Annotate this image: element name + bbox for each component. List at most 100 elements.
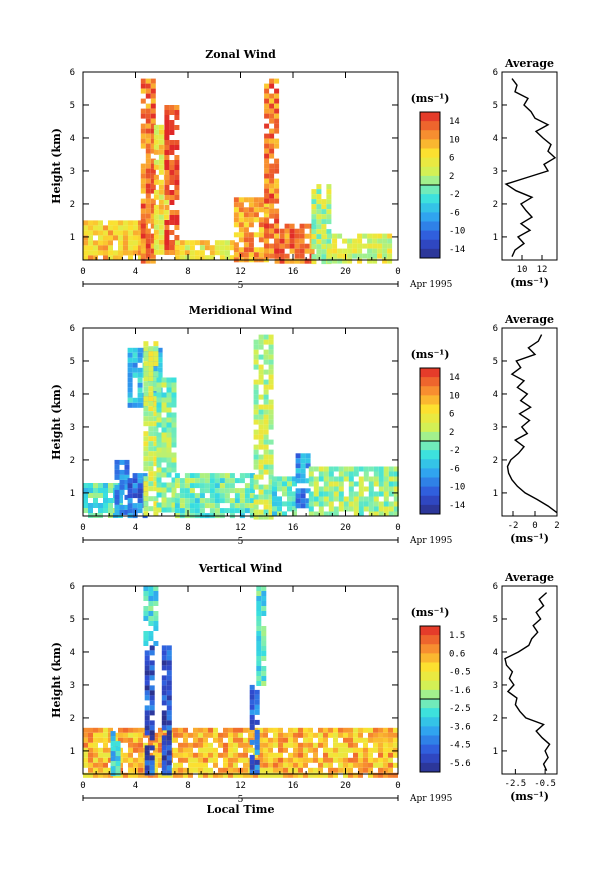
heatmap-cell: [258, 197, 264, 203]
heatmap-cell: [93, 772, 98, 778]
heatmap-cell: [161, 710, 167, 716]
heatmap-cell: [164, 205, 170, 210]
heatmap-cell: [373, 511, 379, 517]
heatmap-cell: [228, 772, 233, 778]
heatmap-cell: [174, 483, 180, 489]
heatmap-cell: [103, 747, 108, 753]
heatmap-cell: [143, 441, 149, 447]
heatmap-cell: [309, 248, 315, 254]
heatmap-cell: [300, 478, 306, 484]
heatmap-cell: [161, 492, 167, 498]
heatmap-cell: [254, 749, 260, 755]
heatmap-cell: [113, 225, 118, 231]
heatmap-cell: [158, 214, 164, 220]
heatmap-cell: [150, 88, 156, 94]
heatmap-cell: [238, 232, 244, 238]
heatmap-cell: [171, 402, 177, 408]
heatmap-cell: [103, 737, 108, 743]
heatmap-cell: [153, 224, 159, 230]
heatmap-cell: [268, 384, 274, 390]
heatmap-cell: [124, 479, 130, 485]
heatmap-cell: [166, 695, 172, 701]
heatmap-cell: [333, 742, 338, 748]
heatmap-cell: [203, 752, 208, 758]
heatmap-cell: [93, 747, 98, 753]
heatmap-cell: [318, 772, 323, 778]
heatmap-cell: [171, 392, 177, 398]
profile-y-tick-label: 3: [493, 167, 498, 177]
colorbar-step: [420, 680, 440, 691]
heatmap-cell: [127, 372, 133, 378]
heatmap-cell: [268, 742, 273, 748]
heatmap-cell: [166, 497, 172, 503]
heatmap-cell: [208, 767, 213, 773]
heatmap-cell: [114, 474, 120, 480]
heatmap-cell: [148, 606, 154, 611]
heatmap-cell: [183, 752, 188, 758]
heatmap-cell: [274, 158, 280, 164]
heatmap-cell: [253, 379, 259, 385]
heatmap-cell: [199, 508, 205, 514]
heatmap-cell: [258, 737, 263, 743]
profile-y-tick-label: 2: [493, 456, 498, 466]
heatmap-cell: [143, 376, 149, 382]
heatmap-cell: [256, 626, 262, 631]
heatmap-cell: [383, 471, 389, 477]
heatmap-cell: [263, 459, 269, 465]
heatmap-cell: [108, 235, 113, 241]
heatmap-cell: [88, 245, 93, 251]
heatmap-cell: [228, 742, 233, 748]
heatmap-cell: [189, 240, 195, 246]
heatmap-cell: [83, 498, 88, 503]
heatmap-cell: [373, 471, 379, 477]
colorbar-tick-label: -6: [449, 464, 460, 474]
heatmap-cell: [161, 472, 167, 478]
heatmap-cell: [249, 483, 255, 489]
heatmap-cell: [145, 143, 151, 149]
heatmap-cell: [393, 496, 399, 502]
heatmap-cell: [150, 148, 156, 154]
heatmap-cell: [143, 506, 149, 512]
heatmap-cell: [143, 406, 149, 412]
heatmap-cell: [153, 476, 159, 482]
heatmap-cell: [372, 248, 378, 254]
heatmap-cell: [198, 752, 203, 758]
heatmap-cell: [238, 252, 244, 258]
heatmap-cell: [353, 752, 358, 758]
heatmap-cell: [127, 392, 133, 398]
heatmap-cell: [293, 772, 298, 778]
colorbar-step: [420, 477, 440, 488]
heatmap-cell: [161, 720, 167, 726]
heatmap-cell: [164, 125, 170, 130]
x-tick-label: 0: [395, 523, 400, 533]
heatmap-cell: [268, 762, 273, 768]
heatmap-cell: [352, 248, 358, 254]
heatmap-cell: [388, 506, 394, 512]
heatmap-cell: [156, 457, 162, 463]
heatmap-cell: [153, 757, 158, 763]
heatmap-cell: [383, 491, 389, 497]
heatmap-cell: [148, 381, 154, 387]
heatmap-cell: [253, 344, 259, 350]
heatmap-cell: [171, 452, 177, 458]
heatmap-cell: [256, 621, 262, 626]
heatmap-cell: [148, 351, 154, 357]
heatmap-cell: [353, 772, 358, 778]
heatmap-cell: [128, 772, 133, 778]
heatmap-cell: [198, 737, 203, 743]
heatmap-cell: [194, 478, 200, 484]
heatmap-cell: [138, 742, 143, 748]
heatmap-cell: [137, 402, 143, 408]
heatmap-cell: [323, 496, 329, 502]
heatmap-cell: [300, 488, 306, 494]
heatmap-cell: [229, 473, 235, 479]
heatmap-cell: [140, 198, 146, 204]
heatmap-cell: [140, 133, 146, 139]
heatmap-cell: [145, 178, 151, 184]
heatmap-cell: [378, 511, 384, 517]
heatmap-cell: [313, 772, 318, 778]
heatmap-cell: [238, 727, 243, 733]
heatmap-cell: [194, 473, 200, 479]
heatmap-cell: [387, 243, 393, 249]
heatmap-cell: [150, 83, 156, 89]
